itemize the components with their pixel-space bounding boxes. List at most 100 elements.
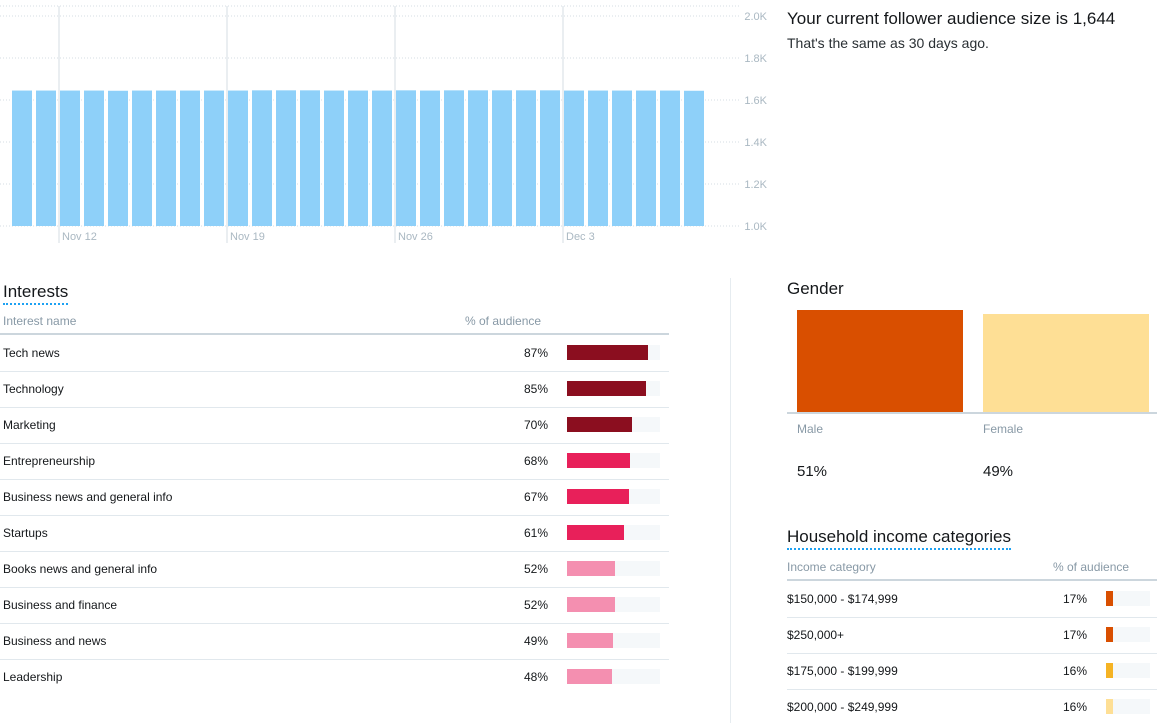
interest-row-bar-track (567, 345, 660, 360)
gender-chart-baseline (787, 412, 1157, 414)
gender-percent-value: 49% (983, 463, 1014, 480)
income-row-bar (1106, 699, 1114, 714)
interest-row-bar-track (567, 489, 660, 504)
column-divider (730, 278, 731, 723)
income-row-bar (1106, 663, 1114, 678)
follower-bar (660, 90, 680, 226)
follower-bar (132, 90, 152, 226)
follower-bar (468, 90, 488, 226)
interest-row-bar (567, 525, 624, 540)
income-row-divider (787, 653, 1157, 654)
interest-row-divider (0, 479, 669, 480)
follower-bar (348, 90, 368, 226)
interest-row-percent: 67% (523, 490, 548, 504)
gender-percent-value: 51% (797, 463, 828, 480)
income-row-bar-track (1106, 663, 1150, 678)
follower-bar (396, 90, 416, 226)
income-row-percent: 17% (1062, 592, 1087, 606)
y-tick-label: 1.0K (744, 221, 767, 233)
interest-row-bar (567, 381, 647, 396)
income-row-name: $250,000+ (787, 628, 845, 642)
gender-bar-male (797, 310, 963, 412)
follower-bar (564, 90, 584, 226)
interest-row-bar-track (567, 417, 660, 432)
follower-bar (684, 90, 704, 226)
interest-row-bar-track (567, 633, 660, 648)
interest-row-name: Business and finance (3, 598, 118, 612)
interest-row-name: Entrepreneurship (3, 454, 96, 468)
interest-row-bar-track (567, 597, 660, 612)
follower-bar (12, 90, 32, 226)
interests-heading[interactable]: Interests (3, 282, 69, 305)
interest-row-percent: 70% (523, 418, 548, 432)
income-row-bar-track (1106, 591, 1150, 606)
x-tick-label: Dec 3 (566, 231, 595, 243)
gender-category-label: Female (983, 422, 1024, 436)
gender-heading: Gender (787, 279, 844, 298)
interest-row-bar (567, 489, 630, 504)
interest-row-bar (567, 633, 613, 648)
follower-audience-size-heading: Your current follower audience size is 1… (787, 9, 1116, 28)
interest-row-divider (0, 587, 669, 588)
income-row-divider (787, 617, 1157, 618)
interest-row-name: Books news and general info (3, 562, 158, 576)
income-row-bar (1106, 627, 1114, 642)
follower-bar (492, 90, 512, 226)
follower-change-note: That's the same as 30 days ago. (787, 35, 989, 51)
follower-bar-chart: 2.0K 1.8K 1.6K 1.4K 1.2K 1.0K Nov 12 Nov 19 Nov… (0, 5, 768, 243)
follower-bar (108, 90, 128, 226)
income-row-bar (1106, 591, 1114, 606)
interest-row-bar (567, 453, 631, 468)
interest-row-bar-track (567, 525, 660, 540)
follower-bar (372, 90, 392, 226)
interest-row-percent: 49% (523, 634, 548, 648)
interest-row-name: Startups (3, 526, 48, 540)
follower-bar (444, 90, 464, 226)
interest-row-percent: 87% (523, 346, 548, 360)
interests-header-divider (0, 333, 669, 335)
income-row-name: $175,000 - $199,999 (787, 664, 898, 678)
follower-bar (612, 90, 632, 226)
interest-row-bar-track (567, 561, 660, 576)
household-income-heading[interactable]: Household income categories (787, 527, 1011, 550)
interest-row-bar-track (567, 381, 660, 396)
follower-bar (420, 90, 440, 226)
x-tick-label: Nov 26 (398, 231, 433, 243)
interest-row-bar (567, 669, 612, 684)
follower-bar (156, 90, 176, 226)
x-tick-label: Nov 19 (230, 231, 265, 243)
follower-bar (516, 90, 536, 226)
follower-bar (252, 90, 272, 226)
y-tick-label: 1.4K (744, 137, 767, 149)
follower-bar (636, 90, 656, 226)
interest-row-divider (0, 407, 669, 408)
interest-row-bar-track (567, 453, 660, 468)
follower-bar (204, 90, 224, 226)
income-row-name: $150,000 - $174,999 (787, 592, 898, 606)
follower-bar (276, 90, 296, 226)
y-tick-label: 1.6K (744, 95, 767, 107)
follower-bar (36, 90, 56, 226)
y-tick-label: 1.2K (744, 179, 767, 191)
interest-row-bar-track (567, 669, 660, 684)
follower-bar (588, 90, 608, 226)
income-row-name: $200,000 - $249,999 (787, 700, 898, 714)
gender-category-label: Male (797, 422, 824, 436)
interest-name-column-header: Interest name (3, 314, 77, 328)
interest-row-bar (567, 597, 616, 612)
income-row-percent: 17% (1062, 628, 1087, 642)
interest-row-percent: 48% (523, 670, 548, 684)
income-percent-column-header: % of audience (1053, 560, 1130, 574)
income-category-column-header: Income category (787, 560, 876, 574)
interest-row-percent: 68% (523, 454, 548, 468)
follower-bar (180, 90, 200, 226)
interest-row-divider (0, 551, 669, 552)
interest-row-divider (0, 443, 669, 444)
follower-bar (324, 90, 344, 226)
income-row-bar-track (1106, 699, 1150, 714)
income-row-divider (787, 689, 1157, 690)
interest-row-name: Leadership (3, 670, 63, 684)
y-tick-label: 2.0K (744, 11, 767, 23)
interest-row-percent: 61% (523, 526, 548, 540)
interest-row-percent: 52% (523, 562, 548, 576)
